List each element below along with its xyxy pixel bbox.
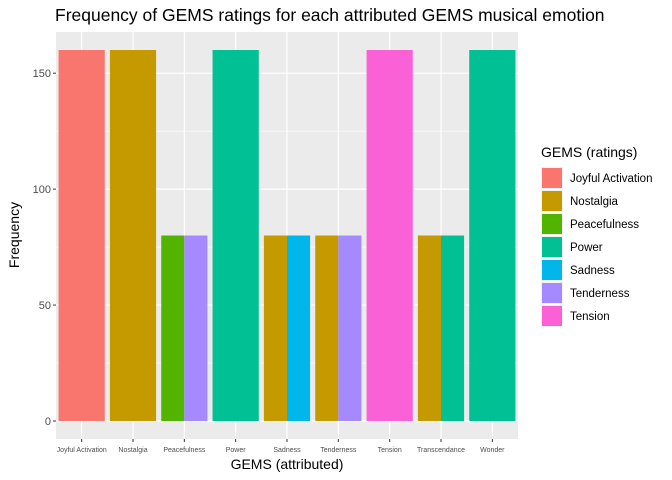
bar	[469, 50, 516, 421]
bar	[263, 235, 287, 421]
legend-swatch	[542, 306, 562, 326]
legend-label: Tenderness	[570, 288, 630, 300]
x-axis-label: GEMS (attributed)	[231, 456, 344, 472]
y-tick-label: 0	[45, 416, 51, 428]
bar	[366, 50, 413, 421]
legend-swatch	[542, 283, 562, 303]
chart-title: Frequency of GEMS ratings for each attri…	[55, 5, 605, 25]
bar	[109, 50, 157, 421]
legend-title: GEMS (ratings)	[541, 144, 637, 160]
bar	[441, 235, 465, 421]
bar	[315, 235, 339, 421]
y-axis: 0 50 100 150	[33, 68, 56, 428]
x-axis: Joyful Activation Nostalgia Peacefulness Po…	[57, 439, 505, 454]
y-axis-label: Frequency	[6, 202, 22, 268]
bar	[161, 235, 185, 421]
x-tick-label: Tenderness	[320, 447, 357, 454]
legend-label: Tension	[570, 311, 610, 323]
y-tick-label: 150	[33, 68, 51, 80]
legend-swatch	[542, 191, 562, 211]
x-tick-label: Sadness	[273, 447, 301, 454]
bar	[287, 235, 311, 421]
y-tick-label: 100	[33, 184, 51, 196]
bars	[58, 50, 516, 421]
legend-label: Joyful Activation	[570, 173, 652, 185]
bar	[58, 50, 105, 421]
bar	[417, 235, 441, 421]
legend-swatch	[542, 237, 562, 257]
x-tick-label: Nostalgia	[118, 447, 147, 454]
legend-label: Peacefulness	[570, 219, 639, 231]
x-tick-label: Wonder	[480, 447, 505, 454]
y-tick-label: 50	[39, 300, 51, 312]
x-tick-label: Power	[226, 447, 247, 454]
legend-swatch	[542, 214, 562, 234]
legend-swatch	[542, 260, 562, 280]
x-tick-label: Peacefulness	[163, 447, 206, 454]
legend-label: Power	[570, 242, 603, 254]
x-tick-label: Joyful Activation	[57, 447, 107, 454]
legend-label: Sadness	[570, 265, 615, 277]
x-tick-label: Tension	[378, 447, 402, 454]
legend-label: Nostalgia	[570, 196, 619, 208]
bar	[212, 50, 259, 421]
bar	[338, 235, 362, 421]
legend-items: Joyful Activation Nostalgia Peacefulness Po…	[541, 167, 652, 327]
bar	[184, 235, 208, 421]
legend-swatch	[542, 168, 562, 188]
x-tick-label: Transcendance	[417, 447, 465, 454]
legend: GEMS (ratings) Joyful Activation Nostalgi…	[541, 144, 652, 327]
